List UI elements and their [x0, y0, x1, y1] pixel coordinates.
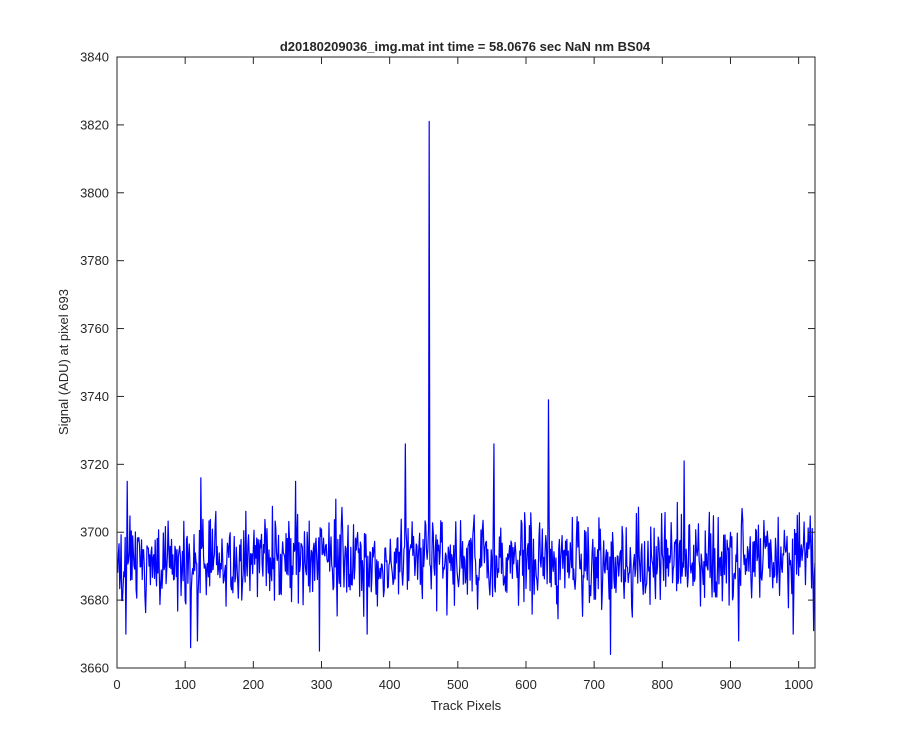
y-axis-label: Signal (ADU) at pixel 693 [56, 289, 71, 435]
x-tick-label: 800 [651, 677, 673, 692]
x-tick-label: 300 [311, 677, 333, 692]
y-axis-ticks: 3660 3680 3700 3720 3740 3760 3780 3800 3820 3840 [80, 50, 815, 676]
x-tick-label: 700 [583, 677, 605, 692]
x-axis-label: Track Pixels [431, 698, 502, 713]
y-tick-label: 3840 [80, 50, 109, 65]
y-tick-label: 3800 [80, 185, 109, 200]
y-tick-label: 3780 [80, 253, 109, 268]
chart-title: d20180209036_img.mat int time = 58.0676 … [280, 39, 651, 54]
y-tick-label: 3740 [80, 389, 109, 404]
x-tick-label: 400 [379, 677, 401, 692]
x-axis-ticks: 0 100 200 300 400 500 600 700 800 900 1000 [113, 57, 813, 692]
y-tick-label: 3700 [80, 525, 109, 540]
x-tick-label: 900 [720, 677, 742, 692]
y-tick-label: 3820 [80, 117, 109, 132]
signal-series [117, 120, 816, 656]
y-tick-label: 3720 [80, 457, 109, 472]
signal-line [117, 120, 816, 656]
x-tick-label: 500 [447, 677, 469, 692]
x-tick-label: 100 [174, 677, 196, 692]
y-tick-label: 3760 [80, 321, 109, 336]
x-tick-label: 200 [242, 677, 264, 692]
x-tick-label: 1000 [784, 677, 813, 692]
x-tick-label: 600 [515, 677, 537, 692]
y-tick-label: 3660 [80, 661, 109, 676]
x-tick-label: 0 [113, 677, 120, 692]
y-tick-label: 3680 [80, 593, 109, 608]
axes-box [116, 56, 816, 669]
